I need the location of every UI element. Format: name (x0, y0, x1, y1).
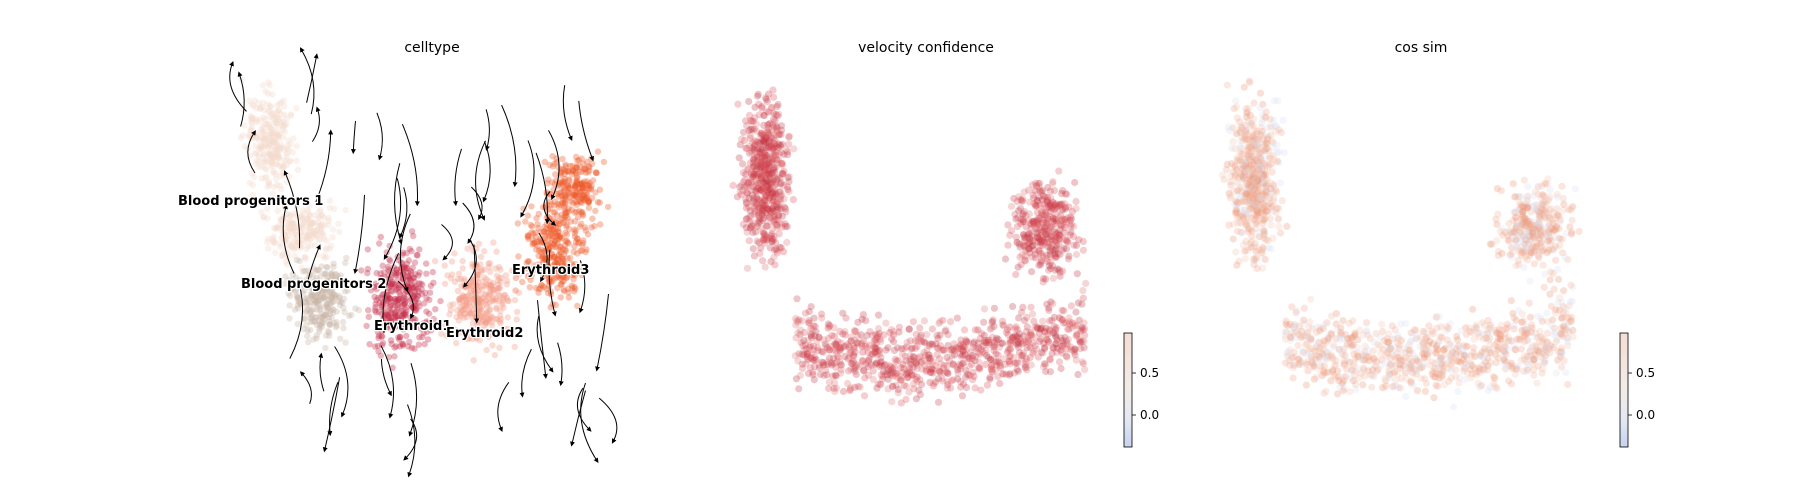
cluster-label-erythroid3: Erythroid3 (512, 263, 589, 278)
colorbar-tick-label: 0.5 (1636, 366, 1655, 380)
panel-celltype: celltype Blood progenitors 1 Blood proge… (177, 40, 618, 478)
colorbar-velocity-confidence: 0.5 0.0 (1123, 332, 1159, 448)
cluster-label-blood-progenitors-2: Blood progenitors 2 (241, 277, 386, 292)
colorbar-bar (1123, 332, 1133, 448)
scatter-points-cos-sim (1218, 77, 1583, 411)
cluster-label-blood-progenitors-1: Blood progenitors 1 (178, 194, 323, 209)
panel-title-cos-sim: cos sim (1395, 40, 1448, 56)
cluster-label-erythroid2: Erythroid2 (446, 326, 523, 341)
colorbar-bar (1619, 332, 1629, 448)
velocity-streamlines (229, 47, 618, 478)
colorbar-tick-label: 0.0 (1140, 408, 1159, 422)
panel-title-velocity-confidence: velocity confidence (858, 40, 994, 56)
panel-title-celltype: celltype (404, 40, 459, 56)
panel-cos-sim: cos sim 0.5 0.0 (1218, 40, 1655, 448)
colorbar-cos-sim: 0.5 0.0 (1619, 332, 1655, 448)
cluster-label-erythroid1: Erythroid1 (374, 319, 451, 334)
cluster-labels: Blood progenitors 1 Blood progenitors 2 … (177, 193, 591, 343)
scatter-points-celltype (237, 76, 612, 371)
scatter-points-velocity-confidence (729, 86, 1090, 407)
panel-velocity-confidence: velocity confidence 0.5 0.0 (729, 40, 1159, 448)
colorbar-tick-label: 0.0 (1636, 408, 1655, 422)
colorbar-tick-label: 0.5 (1140, 366, 1159, 380)
